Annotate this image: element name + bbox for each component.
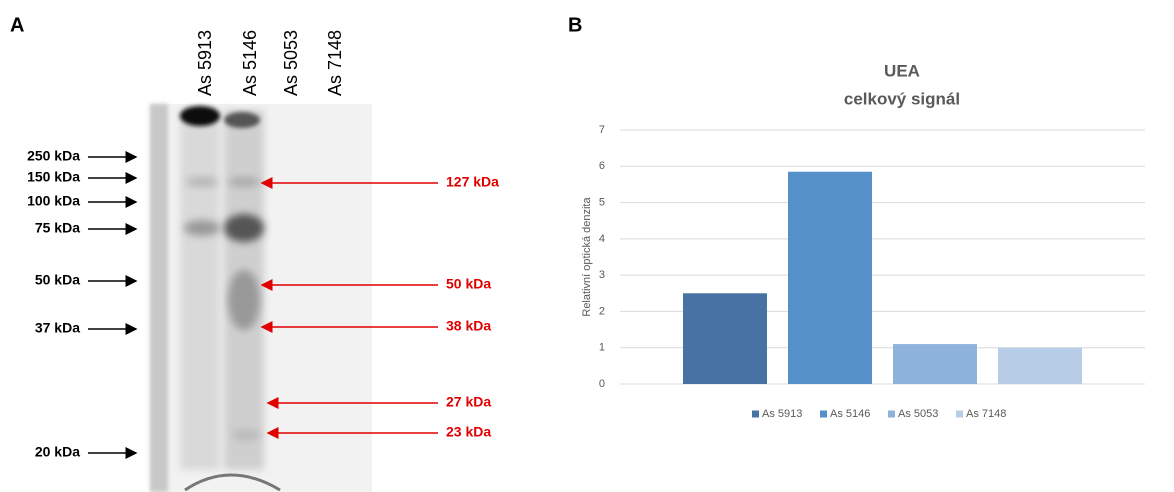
band-label: 23 kDa (446, 424, 491, 440)
lane-label: As 5913 (195, 30, 215, 96)
marker-label: 150 kDa (27, 169, 80, 185)
legend-swatch (752, 411, 759, 418)
legend-swatch (888, 411, 895, 418)
band-label: 38 kDa (446, 318, 491, 334)
legend-label: As 5053 (898, 408, 938, 420)
figure: A B As 5913As 5146As 5053As 7148250 kDa1… (0, 0, 1174, 492)
band-label: 27 kDa (446, 394, 491, 410)
marker-label: 75 kDa (35, 220, 80, 236)
panel-label: A (10, 14, 24, 36)
lane-label: As 7148 (325, 30, 345, 96)
chart-subtitle: celkový signál (844, 89, 960, 108)
chart-title: UEA (884, 61, 920, 80)
band-label: 50 kDa (446, 276, 491, 292)
gel-image (150, 104, 372, 492)
marker-label: 37 kDa (35, 320, 80, 336)
y-tick-label: 1 (599, 342, 605, 354)
y-axis-label: Relativní optická denzita (581, 197, 593, 317)
lane-label: As 5053 (281, 30, 301, 96)
marker-label: 250 kDa (27, 148, 80, 164)
legend-label: As 5146 (830, 408, 870, 420)
marker-label: 20 kDa (35, 444, 80, 460)
y-tick-label: 7 (599, 124, 605, 136)
lane-label: As 5146 (240, 30, 260, 96)
legend-swatch (820, 411, 827, 418)
legend-label: As 5913 (762, 408, 802, 420)
y-tick-label: 6 (599, 160, 605, 172)
marker-label: 50 kDa (35, 272, 80, 288)
panel-label: B (568, 14, 582, 36)
y-tick-label: 0 (599, 378, 605, 390)
band-label: 127 kDa (446, 174, 499, 190)
bar (998, 348, 1082, 384)
marker-label: 100 kDa (27, 193, 80, 209)
bar (893, 344, 977, 384)
legend-swatch (956, 411, 963, 418)
legend-label: As 7148 (966, 408, 1006, 420)
bar (788, 172, 872, 384)
y-tick-label: 4 (599, 233, 605, 245)
y-tick-label: 3 (599, 269, 605, 281)
bar (683, 293, 767, 384)
y-tick-label: 5 (599, 196, 605, 208)
y-tick-label: 2 (599, 305, 605, 317)
